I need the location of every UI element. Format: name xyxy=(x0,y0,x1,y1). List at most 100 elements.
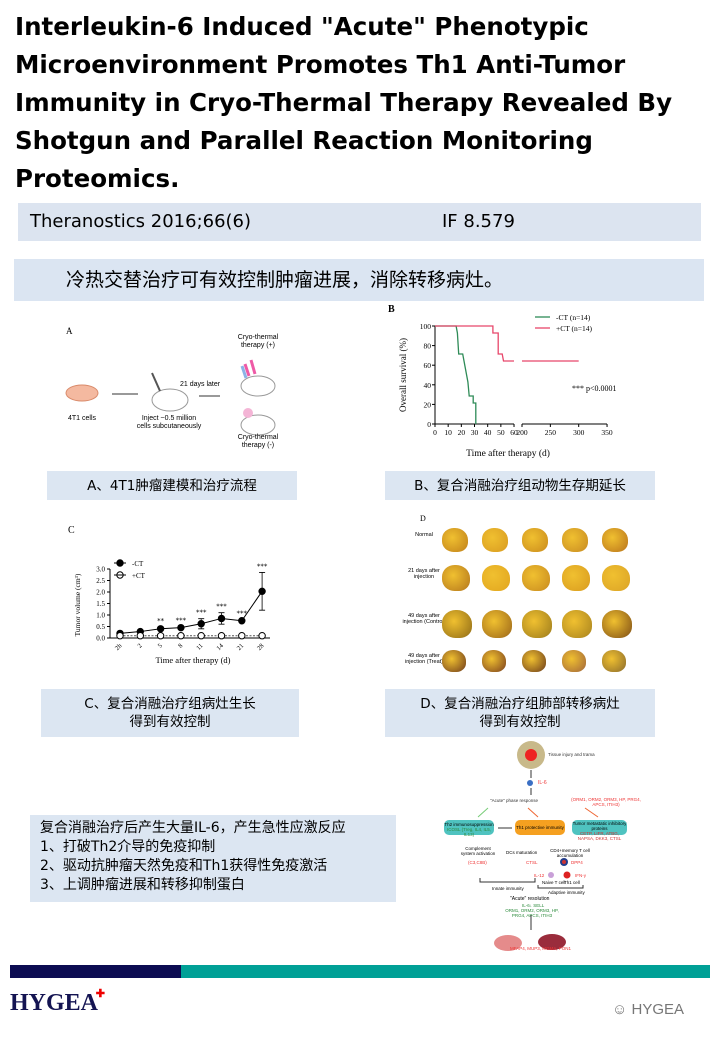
x-tick-label: 14 xyxy=(215,642,225,652)
x-tick-label: 11 xyxy=(195,642,204,651)
data-point xyxy=(217,614,226,623)
series-line-1 xyxy=(435,325,514,362)
x-tick-label: 200 xyxy=(516,428,528,437)
data-point xyxy=(258,632,266,640)
journal-citation: Theranostics 2016;66(6) xyxy=(30,211,252,232)
summary-line: 1、打破Th2介导的免疫抑制 xyxy=(40,839,216,855)
data-point xyxy=(197,620,205,628)
data-point xyxy=(258,587,266,596)
lung-image xyxy=(602,565,630,591)
row-label: 49 days after injection (Treat) xyxy=(404,653,443,665)
significance-label: *** xyxy=(216,603,227,611)
label: Cryo-thermal therapy (-) xyxy=(237,434,279,449)
summary-box: 复合消融治疗后产生大量IL-6，产生急性应激反应 1、打破Th2介导的免疫抑制 … xyxy=(30,815,396,902)
diagram-label: Adaptive immunity xyxy=(548,890,585,895)
diagram-label: (C3,C8B) xyxy=(468,860,487,865)
caption-text: B、复合消融治疗组动物生存期延长 xyxy=(414,477,626,494)
diagram-label: "Acute" phase response xyxy=(490,798,538,803)
significance-label: *** xyxy=(237,609,248,617)
panel-a-figure: A 4T1 cells Inject ~0.5 million cells sub… xyxy=(62,318,302,458)
lung-image xyxy=(522,610,552,638)
label: Inject ~0.5 million cells subcutaneously xyxy=(136,415,202,430)
lung-image xyxy=(442,565,470,591)
x-axis-label: Time after therapy (d) xyxy=(466,448,550,459)
x-tick-label: 8 xyxy=(177,642,184,649)
lung-icon xyxy=(494,935,522,951)
lung-image xyxy=(522,650,546,672)
caption-a: A、4T1肿瘤建模和治疗流程 xyxy=(47,471,297,500)
lung-image xyxy=(602,528,628,552)
data-point xyxy=(156,632,165,640)
lung-image xyxy=(562,565,590,591)
x-tick-label: 5 xyxy=(157,642,164,649)
diagram-label: CD4+memory T cell accumulation xyxy=(550,848,590,858)
lung-image xyxy=(602,650,626,672)
mouse-icon xyxy=(240,414,276,436)
x-tick-label: 40 xyxy=(484,428,492,437)
diagram-label: Th1 cell xyxy=(564,880,580,885)
diagram-label: Innate immunity xyxy=(492,886,524,891)
footer-bar-teal xyxy=(181,965,710,978)
y-tick-label: 1.0 xyxy=(96,612,105,620)
wechat-icon: ☺ xyxy=(612,1001,628,1018)
diagram-label: CTSL xyxy=(526,860,538,865)
probe-icon xyxy=(243,359,257,377)
lung-image xyxy=(442,528,468,552)
syringe-icon xyxy=(151,372,161,392)
diagram-label: IFN-γ xyxy=(575,873,586,878)
caption-text: D、复合消融治疗组肺部转移病灶 xyxy=(420,696,620,712)
x-tick-label: 2 xyxy=(136,642,143,649)
diagram-label: IL-12 xyxy=(534,873,545,878)
il6-icon xyxy=(527,780,533,786)
y-tick-label: 1.5 xyxy=(96,600,105,608)
lung-image xyxy=(482,528,508,552)
label: 21 days later xyxy=(180,381,221,388)
x-tick-label: 10 xyxy=(444,428,452,437)
diagram-label: Tumor metastatic inhibitory proteins CETP… xyxy=(572,821,627,841)
caption-text: 得到有效控制 xyxy=(479,714,561,730)
caption-c: C、复合消融治疗组病灶生长 得到有效控制 xyxy=(41,689,299,737)
x-tick-label: 2h xyxy=(114,642,124,652)
lung-image xyxy=(522,565,550,591)
diagram-label: IL-6↓ SELL xyxy=(522,903,545,908)
caption-b: B、复合消融治疗组动物生存期延长 xyxy=(385,471,655,500)
panel-letter: C xyxy=(68,525,75,536)
diagram-label: IL-6 xyxy=(538,780,547,786)
summary-line: 2、驱动抗肿瘤天然免疫和Th1获得性免疫激活 xyxy=(40,858,328,874)
impact-factor: IF 8.579 xyxy=(442,211,515,232)
diagram-label: Th1 protective immunity xyxy=(516,825,564,830)
data-point xyxy=(177,632,185,640)
y-axis-label: Tumor volume (cm³) xyxy=(73,573,82,636)
diagram-label: MFAP4, MUP3, MGMA, PON1 xyxy=(510,946,572,951)
x-tick-label: 0 xyxy=(433,428,437,437)
lung-image xyxy=(442,610,472,638)
significance-label: *** xyxy=(257,562,268,570)
hygea-logo: HYGEA ✚ xyxy=(10,988,106,1016)
data-point xyxy=(217,632,226,640)
legend-label: -CT (n=14) xyxy=(556,313,591,322)
x-tick-label: 30 xyxy=(471,428,479,437)
row-label: Normal xyxy=(415,532,433,538)
panel-d-lung-images: D Normal 21 days after injection 49 days… xyxy=(400,510,650,680)
data-point xyxy=(136,632,145,640)
y-tick-label: 20 xyxy=(424,400,432,409)
diagram-label: DCs maturation xyxy=(506,850,538,855)
red-cross-icon: ✚ xyxy=(95,988,106,1000)
data-point xyxy=(197,632,205,640)
y-tick-label: 2.0 xyxy=(96,589,105,597)
x-axis-label: Time after therapy (d) xyxy=(156,655,231,665)
panel-letter: A xyxy=(66,326,73,336)
summary-line: 复合消融治疗后产生大量IL-6，产生急性应激反应 xyxy=(40,820,346,836)
lung-image xyxy=(602,610,632,638)
y-tick-label: 0 xyxy=(427,420,431,429)
row-label: 21 days after injection xyxy=(408,568,440,580)
significance-label: *** xyxy=(196,609,207,617)
legend-label: +CT xyxy=(132,572,146,580)
citation-bar: Theranostics 2016;66(6) IF 8.579 xyxy=(18,203,701,241)
diagram-label: (ORM1, ORM2, ORM3, HP, PRG4, APCS, ITIH3… xyxy=(571,797,641,807)
lung-image xyxy=(562,650,586,672)
footer-bar-navy xyxy=(10,965,181,978)
y-tick-label: 80 xyxy=(424,342,432,351)
diagram-label: ORM1, ORM2, ORM3, HP, PRG4, APCS, ITIH3 xyxy=(505,908,559,918)
